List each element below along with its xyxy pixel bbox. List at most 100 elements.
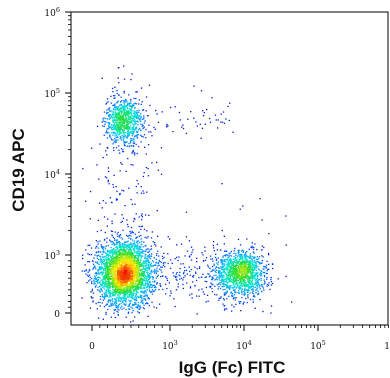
- event-point: [212, 260, 214, 262]
- event-point: [220, 275, 222, 277]
- event-point: [121, 137, 123, 139]
- event-point: [102, 286, 104, 288]
- event-point: [105, 273, 107, 275]
- event-point: [226, 265, 228, 267]
- event-point: [143, 192, 145, 194]
- event-point: [231, 274, 233, 277]
- event-point: [119, 193, 121, 196]
- event-point: [119, 152, 121, 154]
- event-point: [126, 290, 129, 292]
- event-point: [111, 114, 113, 117]
- event-point: [231, 272, 233, 275]
- event-point: [140, 234, 142, 237]
- event-point: [156, 161, 158, 164]
- event-point: [135, 115, 138, 117]
- event-point: [228, 287, 231, 290]
- event-point: [120, 292, 123, 294]
- event-point: [107, 308, 109, 311]
- event-point: [233, 297, 235, 299]
- event-point: [146, 268, 148, 270]
- event-point: [133, 281, 136, 283]
- event-point: [137, 305, 139, 308]
- event-point: [136, 110, 138, 112]
- event-point: [131, 203, 133, 205]
- event-point: [150, 258, 152, 260]
- event-point: [112, 108, 115, 110]
- event-point: [121, 253, 123, 255]
- event-point: [166, 277, 168, 280]
- event-point: [106, 254, 108, 256]
- event-point: [122, 123, 124, 125]
- event-point: [111, 305, 113, 307]
- event-point: [257, 261, 259, 263]
- event-point: [122, 256, 124, 258]
- event-point: [264, 282, 266, 284]
- event-point: [263, 279, 265, 281]
- event-point: [111, 281, 113, 283]
- event-point: [88, 269, 91, 271]
- event-point: [132, 253, 134, 255]
- event-point: [202, 291, 204, 293]
- event-point: [118, 260, 120, 262]
- event-point: [128, 243, 130, 245]
- event-point: [128, 234, 130, 236]
- event-point: [117, 131, 119, 133]
- event-point: [150, 290, 152, 293]
- event-point: [149, 277, 151, 279]
- event-point: [151, 135, 153, 137]
- event-point: [117, 139, 119, 141]
- event-point: [91, 147, 93, 149]
- event-point: [143, 271, 145, 273]
- event-point: [251, 247, 253, 249]
- event-point: [227, 105, 229, 108]
- event-point: [132, 232, 134, 234]
- event-point: [124, 262, 127, 264]
- event-point: [227, 268, 229, 270]
- event-point: [245, 262, 247, 264]
- event-point: [127, 111, 129, 113]
- event-point: [106, 278, 109, 280]
- event-point: [153, 271, 156, 273]
- event-point: [111, 220, 113, 222]
- event-point: [116, 253, 118, 255]
- event-point: [129, 263, 132, 265]
- event-point: [111, 243, 113, 245]
- event-point: [103, 258, 105, 261]
- event-point: [111, 254, 114, 257]
- event-point: [244, 264, 246, 266]
- event-point: [153, 306, 155, 308]
- event-point: [135, 275, 138, 278]
- event-point: [116, 114, 118, 116]
- event-point: [126, 145, 128, 147]
- event-point: [235, 259, 237, 261]
- event-point: [141, 225, 143, 227]
- event-point: [99, 277, 101, 279]
- event-point: [106, 283, 108, 285]
- event-point: [258, 286, 261, 288]
- event-point: [132, 133, 134, 135]
- event-point: [107, 273, 109, 275]
- event-point: [125, 250, 127, 252]
- event-point: [206, 294, 209, 296]
- event-point: [257, 293, 259, 295]
- event-point: [112, 258, 114, 260]
- event-point: [143, 241, 145, 243]
- event-point: [125, 293, 127, 295]
- event-point: [226, 291, 228, 293]
- event-point: [124, 124, 126, 126]
- event-point: [147, 315, 149, 317]
- event-point: [146, 258, 148, 260]
- event-point: [219, 267, 221, 269]
- event-point: [253, 283, 255, 285]
- event-point: [117, 129, 119, 131]
- event-point: [184, 275, 186, 277]
- event-point: [94, 266, 96, 268]
- event-point: [121, 238, 124, 240]
- event-point: [115, 243, 117, 245]
- event-point: [87, 271, 89, 273]
- event-point: [136, 137, 139, 139]
- event-point: [248, 289, 250, 291]
- event-point: [251, 276, 253, 279]
- event-point: [105, 275, 107, 277]
- event-point: [170, 259, 172, 261]
